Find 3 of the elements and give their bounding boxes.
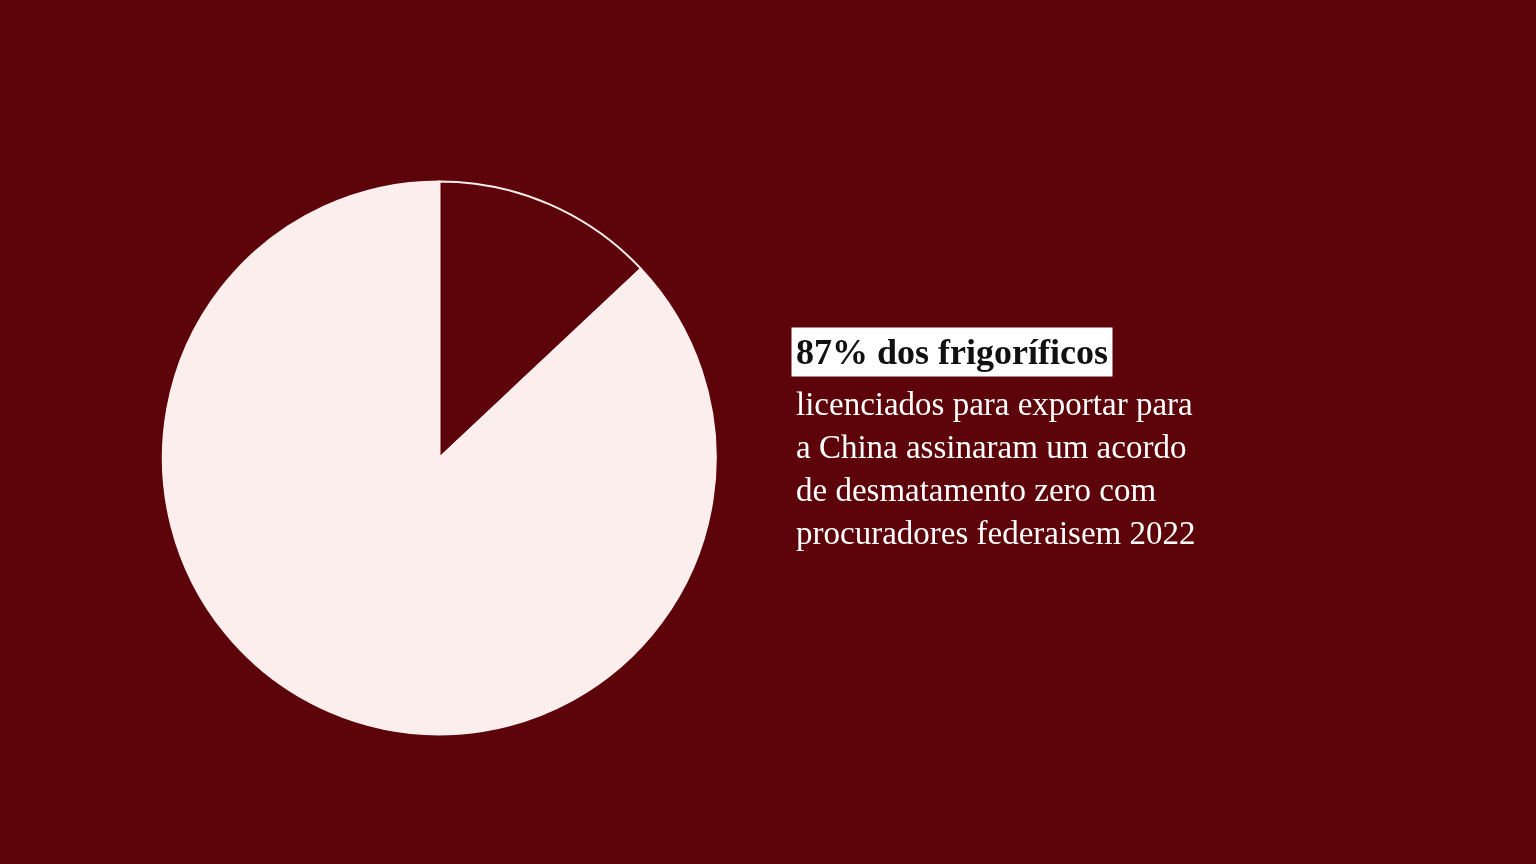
text: licenciados para exportar para a China assinaram um acordo de desmatamento zero com procuradores federaisem 2022 [796, 386, 1196, 551]
text: 87% dos frigoríficos [796, 332, 1108, 372]
pie-slice [162, 180, 717, 736]
